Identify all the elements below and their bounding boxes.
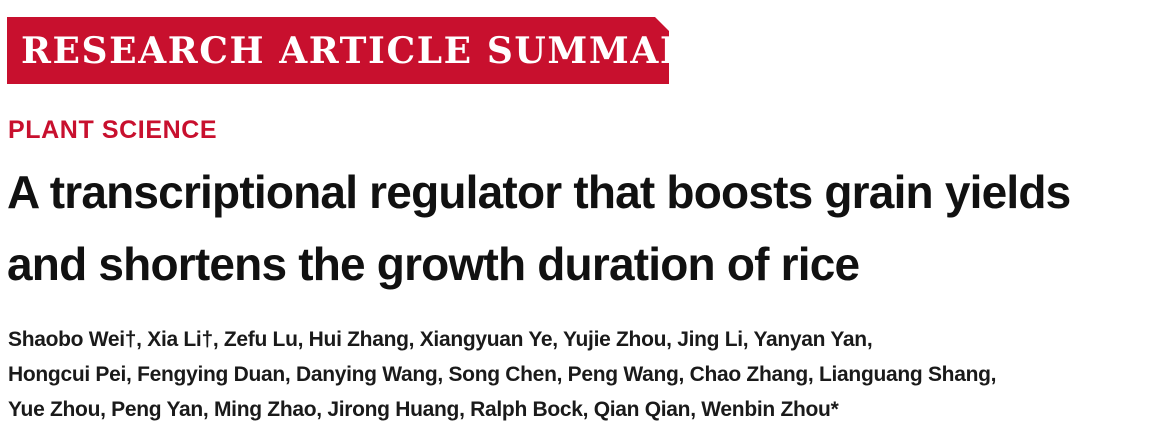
- article-title-line: and shortens the growth duration of rice: [7, 238, 860, 290]
- author-line: Hongcui Pei, Fengying Duan, Danying Wang…: [8, 363, 997, 386]
- author-line: Yue Zhou, Peng Yan, Ming Zhao, Jirong Hu…: [8, 398, 839, 421]
- article-title: A transcriptional regulator that boosts …: [7, 156, 1142, 300]
- banner-corner-cut: [655, 17, 669, 31]
- article-type-label: RESEARCH ARTICLE SUMMARY: [21, 30, 718, 72]
- author-line: Shaobo Wei†, Xia Li†, Zefu Lu, Hui Zhang…: [8, 328, 873, 351]
- author-list: Shaobo Wei†, Xia Li†, Zefu Lu, Hui Zhang…: [8, 322, 1143, 427]
- article-type-banner: RESEARCH ARTICLE SUMMARY: [7, 17, 716, 84]
- section-label: PLANT SCIENCE: [8, 116, 218, 144]
- article-title-line: A transcriptional regulator that boosts …: [7, 166, 1071, 218]
